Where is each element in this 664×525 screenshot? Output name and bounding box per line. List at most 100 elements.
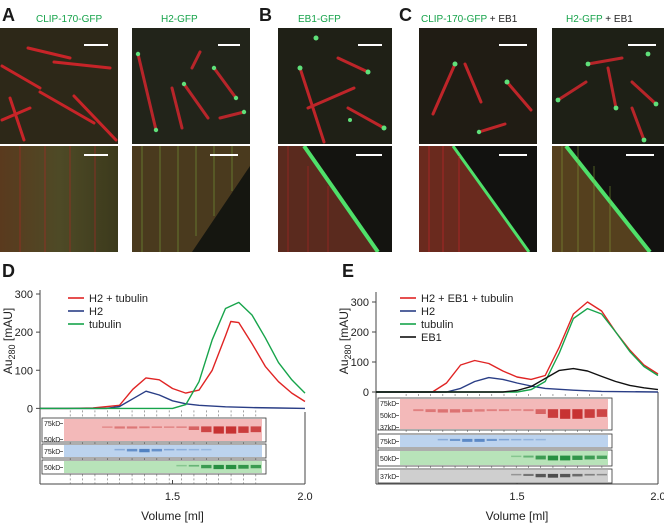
gel-image	[64, 419, 262, 441]
gel-band	[201, 448, 212, 451]
header-h2-gfp-eb1-main: H2-GFP	[566, 14, 603, 25]
y-tick-label: 100	[15, 365, 33, 377]
legend-entry: H2 + tubulin	[89, 293, 148, 305]
gel-band	[498, 409, 510, 412]
micrograph-h2-gfp-svg	[132, 28, 250, 144]
header-clip170-gfp: CLIP-170-GFP	[36, 14, 103, 25]
gel-band	[449, 409, 461, 413]
header-eb1-gfp: EB1-GFP	[298, 14, 341, 25]
gel-band	[511, 409, 522, 411]
gel-band	[164, 426, 175, 428]
gel-marker-label: 37kD	[380, 425, 396, 432]
gel-band	[523, 409, 534, 412]
series-line	[376, 367, 659, 393]
legend-entry: tubulin	[89, 319, 121, 331]
header-h2-gfp-eb1: H2-GFP + EB1	[566, 14, 633, 26]
micrograph-clip170-gfp	[0, 28, 118, 144]
gel-band	[596, 409, 607, 417]
gel-band	[250, 426, 261, 433]
scale-bar	[358, 44, 382, 46]
gel-band	[114, 426, 125, 429]
gel-band	[188, 426, 200, 430]
gel-band	[213, 464, 224, 470]
gel-marker-label: 50kD	[380, 413, 396, 420]
kymograph-clip170-gfp-svg	[0, 146, 118, 252]
header-clip170-gfp-eb1-main: CLIP-170-GFP	[421, 14, 487, 25]
header-h2-gfp: H2-GFP	[161, 14, 198, 25]
series-line	[40, 301, 306, 410]
series-line	[376, 301, 659, 393]
gel-band	[535, 455, 546, 460]
x-tick-label: 1.5	[165, 491, 180, 503]
gel-image	[400, 451, 608, 465]
kymograph-h2-gfp-eb1-svg	[552, 146, 664, 252]
y-tick-label: 100	[351, 357, 369, 369]
gel-image	[64, 445, 262, 457]
kymograph-h2-gfp	[132, 146, 250, 252]
gel-band	[511, 473, 522, 476]
gel-image	[64, 461, 262, 473]
y-axis-label-sub: 280	[343, 344, 353, 359]
gel-band	[511, 455, 522, 458]
gel-marker-label: 75kD	[44, 421, 60, 428]
y-axis-label-unit: [mAU]	[1, 308, 15, 345]
kymograph-clip170-gfp	[0, 146, 118, 252]
gel-band	[584, 455, 595, 460]
gel-band	[596, 473, 607, 476]
header-clip170-gfp-eb1-extra: + EB1	[486, 14, 518, 25]
panel-label-e: E	[342, 261, 355, 281]
gel-marker-label: 75kD	[380, 439, 396, 446]
gel-marker-label: 50kD	[44, 465, 60, 472]
gel-band	[151, 426, 162, 428]
legend-entry: H2	[421, 306, 435, 318]
y-axis-label-sub: 280	[7, 344, 17, 359]
y-axis-label-unit: [mAU]	[337, 308, 351, 345]
kymograph-eb1-gfp-svg	[278, 146, 392, 252]
header-h2-gfp-eb1-extra: + EB1	[602, 14, 633, 25]
y-tick-label: 200	[351, 327, 369, 339]
gel-band	[560, 473, 571, 478]
gel-band	[176, 448, 187, 451]
micrograph-clip170-gfp-eb1	[419, 28, 537, 144]
gel-band	[126, 448, 138, 452]
gel-band	[437, 409, 448, 413]
x-tick-label: 2.0	[650, 491, 664, 503]
panel-label-d: D	[2, 261, 15, 281]
micrograph-eb1-gfp	[278, 28, 392, 144]
scale-bar	[626, 154, 654, 156]
y-axis-label: Au280 [mAU]	[337, 308, 353, 374]
gel-band	[547, 409, 559, 418]
y-tick-label: 0	[27, 403, 33, 415]
gel-band	[176, 426, 187, 428]
panel-label-b: B	[259, 5, 272, 25]
gel-band	[511, 438, 522, 441]
kymograph-eb1-gfp	[278, 146, 392, 252]
gel-band	[188, 464, 200, 467]
gel-image	[400, 435, 608, 447]
scale-bar	[84, 154, 108, 156]
gel-band	[523, 455, 534, 458]
gel-marker-label: 75kD	[44, 449, 60, 456]
gel-band	[486, 438, 497, 441]
gel-band	[535, 473, 546, 478]
micrograph-h2-gfp-eb1-svg	[552, 28, 664, 144]
series-line	[40, 320, 306, 410]
series-line	[376, 307, 659, 393]
scale-bar	[218, 44, 240, 46]
gel-marker-label: 50kD	[44, 437, 60, 444]
scale-bar	[210, 154, 238, 156]
gel-band	[213, 426, 224, 434]
gel-band	[498, 438, 510, 441]
gel-marker-label: 50kD	[380, 456, 396, 463]
micrograph-eb1-gfp-svg	[278, 28, 392, 144]
gel-band	[535, 409, 546, 414]
gel-band	[151, 448, 162, 452]
legend-entry: H2 + EB1 + tubulin	[421, 293, 513, 305]
legend-entry: H2	[89, 306, 103, 318]
kymograph-h2-gfp-eb1	[552, 146, 664, 252]
gel-band	[584, 409, 595, 418]
gel-marker-label: 75kD	[380, 401, 396, 408]
chart-d: 0 100 200 300 Au280 [mAU] 1.5 2.0 Volume [ml] H2…	[1, 289, 313, 523]
gel-band	[474, 409, 485, 412]
